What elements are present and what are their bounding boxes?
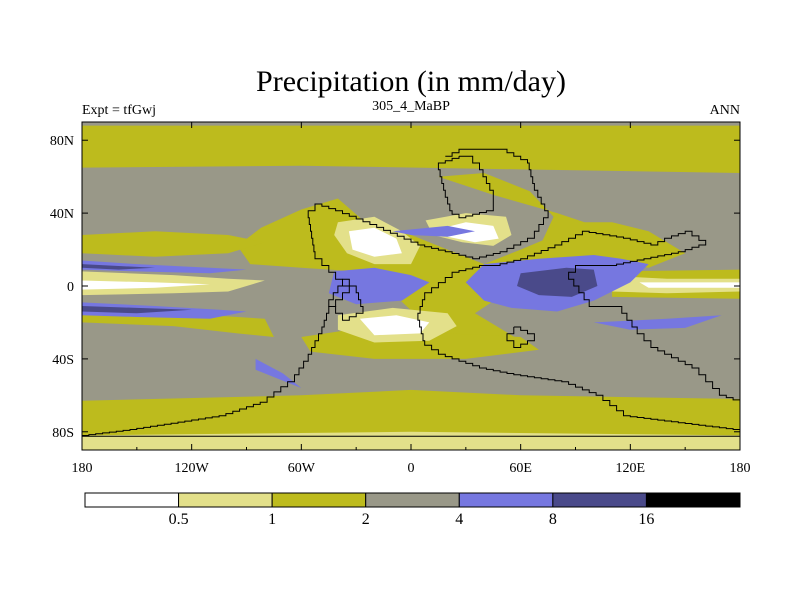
colorbar-label: 1 [268,511,276,528]
colorbar-swatch [365,492,460,508]
region-south-atlantic-storm [255,358,302,388]
x-axis: 180 120W 60W 0 60E 120E 180 [72,122,751,476]
colorbar-swatch [271,492,367,508]
coastline-0 [82,148,740,437]
y-tick-label: 80N [50,134,74,149]
region-south-desert-core [359,315,430,336]
region-north-atlantic-storm [392,225,475,237]
region-pacific-itcz-south-core [82,306,192,314]
coastline-2 [328,278,364,321]
subtitle-right: ANN [710,103,740,118]
x-tick-label: 180 [72,461,93,476]
region-indian-ocean-core [639,282,740,288]
region-ne-pacific-dry [82,231,265,257]
x-tick-label: 0 [408,461,415,476]
y-tick-label: 40S [52,353,74,368]
region-arabia-core [443,222,499,243]
colorbar-swatch [458,492,554,508]
y-axis: 80N 40N 0 40S 80S [50,134,740,441]
colorbar-label: 8 [549,511,557,528]
colorbar-swatch [178,492,273,508]
y-tick-label: 40N [50,207,74,222]
region-north-polar-band [82,125,740,173]
x-tick-label: 60E [509,461,532,476]
subtitle-left: Expt = tfGwj [82,103,156,118]
region-east-pacific-core [82,280,210,290]
x-tick-label: 120W [175,461,210,476]
coastline-3 [506,326,535,348]
x-tick-label: 180 [730,461,751,476]
coastline-1 [437,155,494,219]
region-tropical-belt-west [328,267,430,305]
region-north-sahara-core [348,227,402,257]
colorbar-label: 0.5 [169,511,189,528]
region-pacific-itcz-north [82,260,247,274]
chart-title: Precipitation (in mm/day) [256,65,566,98]
subtitle-center: 305_4_MaBP [372,99,450,114]
coastline-outlines [82,148,740,437]
region-sw-pacific-wet [593,315,722,330]
x-tick-label: 120E [616,461,646,476]
y-tick-label: 0 [67,280,74,295]
colorbar-label: 2 [362,511,370,528]
colorbar-swatch [552,492,647,508]
colorbar-swatch [645,492,741,508]
colorbar-swatch [84,492,180,508]
y-tick-label: 80S [52,426,74,441]
region-pacific-itcz-north-core [82,264,156,270]
colorbar-label: 16 [638,511,654,528]
colorbar-label: 4 [455,511,463,528]
region-monsoon-core [517,267,598,297]
precipitation-contours [82,122,740,450]
x-tick-label: 60W [288,461,316,476]
colorbar: 0.5 1 2 4 8 16 [84,492,741,528]
region-eurasia-dry [237,173,686,350]
